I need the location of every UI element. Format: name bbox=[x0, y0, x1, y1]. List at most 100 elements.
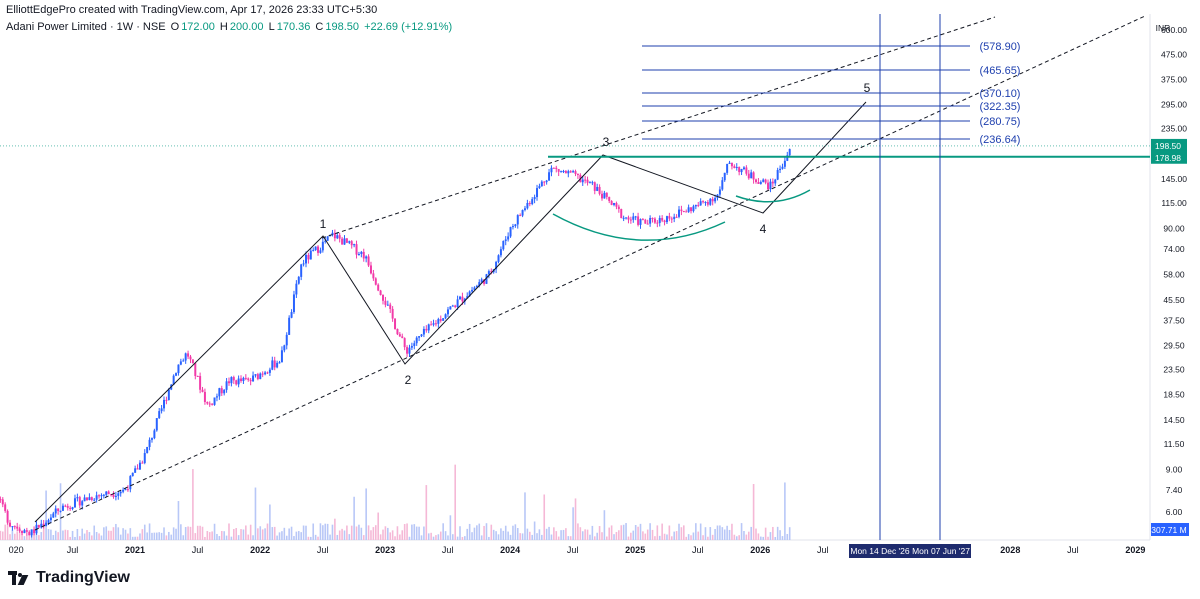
date-markers: Mon 14 Dec '26 Mon 07 Jun '27 bbox=[849, 14, 971, 558]
candle-body bbox=[326, 236, 329, 241]
volume-bar bbox=[151, 532, 153, 540]
volume-bar bbox=[531, 534, 534, 540]
candle-body bbox=[425, 328, 428, 331]
symbol-name[interactable]: Adani Power Limited · 1W · NSE bbox=[6, 21, 166, 33]
close-value: 198.50 bbox=[325, 21, 360, 33]
candle-body bbox=[11, 526, 14, 528]
candle-body bbox=[632, 216, 635, 220]
low-value: 170.36 bbox=[276, 21, 311, 33]
candle-body bbox=[98, 495, 101, 497]
candle-body bbox=[576, 174, 579, 176]
candle-body bbox=[285, 334, 288, 346]
candle-body bbox=[386, 304, 389, 306]
volume-bar bbox=[86, 530, 88, 540]
volume-bar bbox=[95, 531, 98, 540]
volume-bar bbox=[365, 488, 367, 540]
level-badge bbox=[1151, 150, 1187, 164]
volume-bar bbox=[389, 532, 392, 540]
candle-body bbox=[49, 517, 52, 521]
volume-bar bbox=[541, 534, 543, 540]
candle-body bbox=[148, 439, 151, 447]
symbol-info: Adani Power Limited · 1W · NSE O 172.00 H… bbox=[6, 21, 454, 33]
volume-bar bbox=[98, 533, 100, 540]
volume-bar bbox=[110, 530, 112, 540]
volume-bar bbox=[444, 531, 447, 540]
candle-body bbox=[396, 328, 399, 335]
support-level bbox=[0, 145, 1150, 241]
volume-bar bbox=[731, 523, 733, 540]
volume-bar bbox=[726, 525, 728, 540]
volume-bar bbox=[403, 524, 406, 540]
candle-body bbox=[557, 169, 560, 172]
candle-body bbox=[61, 505, 64, 511]
volume-bar bbox=[358, 524, 360, 540]
volume-bar bbox=[326, 523, 329, 540]
volume-bar bbox=[382, 529, 384, 540]
candle-body bbox=[639, 219, 642, 225]
candle-body bbox=[21, 530, 24, 534]
candle-body bbox=[410, 346, 413, 348]
candle-body bbox=[567, 171, 570, 174]
candle-body bbox=[714, 197, 717, 202]
date-marker-label: Mon 07 Jun '27 bbox=[912, 546, 970, 556]
candle-body bbox=[278, 362, 281, 364]
price-tick-label: 90.00 bbox=[1163, 224, 1185, 234]
volume-bar bbox=[536, 533, 538, 540]
candle-body bbox=[199, 376, 202, 390]
candle-body bbox=[1, 499, 4, 505]
candle-body bbox=[738, 167, 741, 173]
candle-body bbox=[747, 173, 750, 179]
candle-body bbox=[653, 218, 656, 223]
volume-bar bbox=[473, 527, 476, 540]
candle-body bbox=[6, 510, 9, 523]
volume-bar bbox=[314, 534, 317, 540]
candle-body bbox=[735, 167, 738, 169]
tradingview-brand[interactable]: TradingView bbox=[8, 569, 130, 587]
candle-body bbox=[485, 274, 488, 284]
candle-body bbox=[454, 305, 457, 308]
volume-bar bbox=[0, 530, 2, 540]
volume-bar bbox=[533, 521, 536, 540]
volume-bar bbox=[396, 526, 399, 540]
volume-bar bbox=[4, 524, 6, 540]
candle-body bbox=[786, 155, 789, 161]
price-tick-label: 23.50 bbox=[1163, 364, 1185, 374]
volume-bar bbox=[769, 532, 772, 540]
volume-bar bbox=[692, 532, 695, 540]
candle-body bbox=[355, 244, 358, 255]
elliott-channel bbox=[34, 15, 1146, 531]
volume-bar bbox=[350, 525, 353, 540]
candle-body bbox=[783, 160, 786, 167]
handle-arc bbox=[735, 189, 811, 203]
volume-bar bbox=[218, 536, 221, 540]
volume-bar bbox=[136, 536, 139, 540]
candle-body bbox=[357, 254, 360, 256]
volume-bar bbox=[124, 529, 127, 540]
candle-body bbox=[605, 192, 608, 197]
candle-body bbox=[752, 172, 755, 180]
candle-body bbox=[319, 250, 322, 253]
candle-body bbox=[353, 244, 356, 246]
volume-bar bbox=[295, 531, 298, 540]
volume-bar bbox=[372, 527, 375, 540]
volume-bar bbox=[459, 526, 461, 540]
candle-body bbox=[382, 294, 385, 301]
volume-bar bbox=[760, 536, 762, 540]
volume-bar bbox=[661, 523, 663, 540]
candle-body bbox=[718, 189, 721, 195]
volume-bar bbox=[401, 530, 404, 540]
candle-body bbox=[247, 378, 250, 380]
price-tick-label: 235.00 bbox=[1161, 123, 1187, 133]
volume-bar bbox=[249, 524, 252, 540]
volume-bar bbox=[695, 523, 697, 540]
volume-bar bbox=[271, 527, 274, 540]
volume-bar bbox=[601, 532, 603, 540]
volume-bar bbox=[168, 531, 170, 540]
volume-bar bbox=[117, 527, 120, 540]
volume-bar bbox=[139, 533, 141, 540]
volume-bar bbox=[550, 534, 553, 540]
volume-bar bbox=[62, 530, 64, 540]
candle-body bbox=[690, 207, 693, 212]
volume-bar bbox=[122, 528, 124, 540]
